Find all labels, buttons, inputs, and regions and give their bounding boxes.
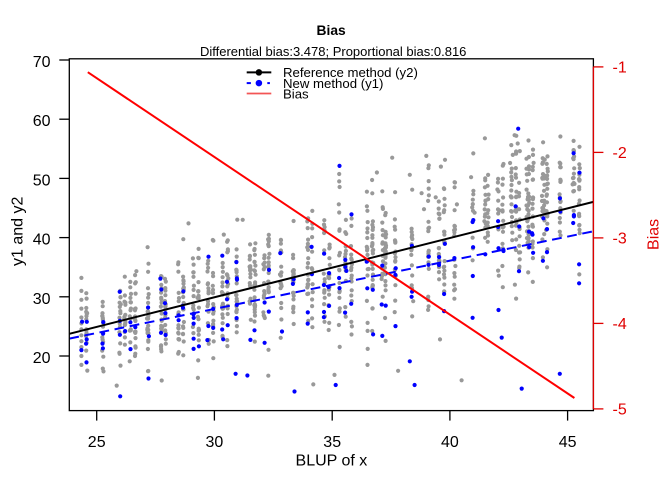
svg-text:50: 50	[33, 172, 51, 189]
svg-text:Reference method (y2): Reference method (y2)	[283, 65, 418, 80]
svg-text:-1: -1	[613, 60, 627, 77]
svg-text:Bias: Bias	[645, 219, 662, 250]
svg-text:45: 45	[559, 434, 577, 451]
svg-text:-3: -3	[613, 231, 627, 248]
svg-text:-5: -5	[613, 402, 627, 419]
svg-text:30: 30	[33, 291, 51, 308]
svg-text:-2: -2	[613, 145, 627, 162]
svg-text:Bias: Bias	[283, 87, 309, 102]
svg-text:40: 40	[441, 434, 459, 451]
svg-text:BLUP of x: BLUP of x	[296, 452, 368, 469]
svg-text:40: 40	[33, 232, 51, 249]
svg-text:35: 35	[323, 434, 341, 451]
svg-text:New method (y1): New method (y1)	[283, 76, 383, 91]
svg-text:30: 30	[206, 434, 224, 451]
svg-text:Differential bias:3.478; Propo: Differential bias:3.478; Proportional bi…	[200, 44, 466, 59]
svg-text:y1 and y2: y1 and y2	[10, 197, 27, 266]
svg-text:-4: -4	[613, 316, 627, 333]
svg-text:60: 60	[33, 113, 51, 130]
svg-text:70: 70	[33, 54, 51, 71]
svg-text:20: 20	[33, 350, 51, 367]
svg-text:Bias: Bias	[317, 23, 346, 38]
svg-text:25: 25	[88, 434, 106, 451]
